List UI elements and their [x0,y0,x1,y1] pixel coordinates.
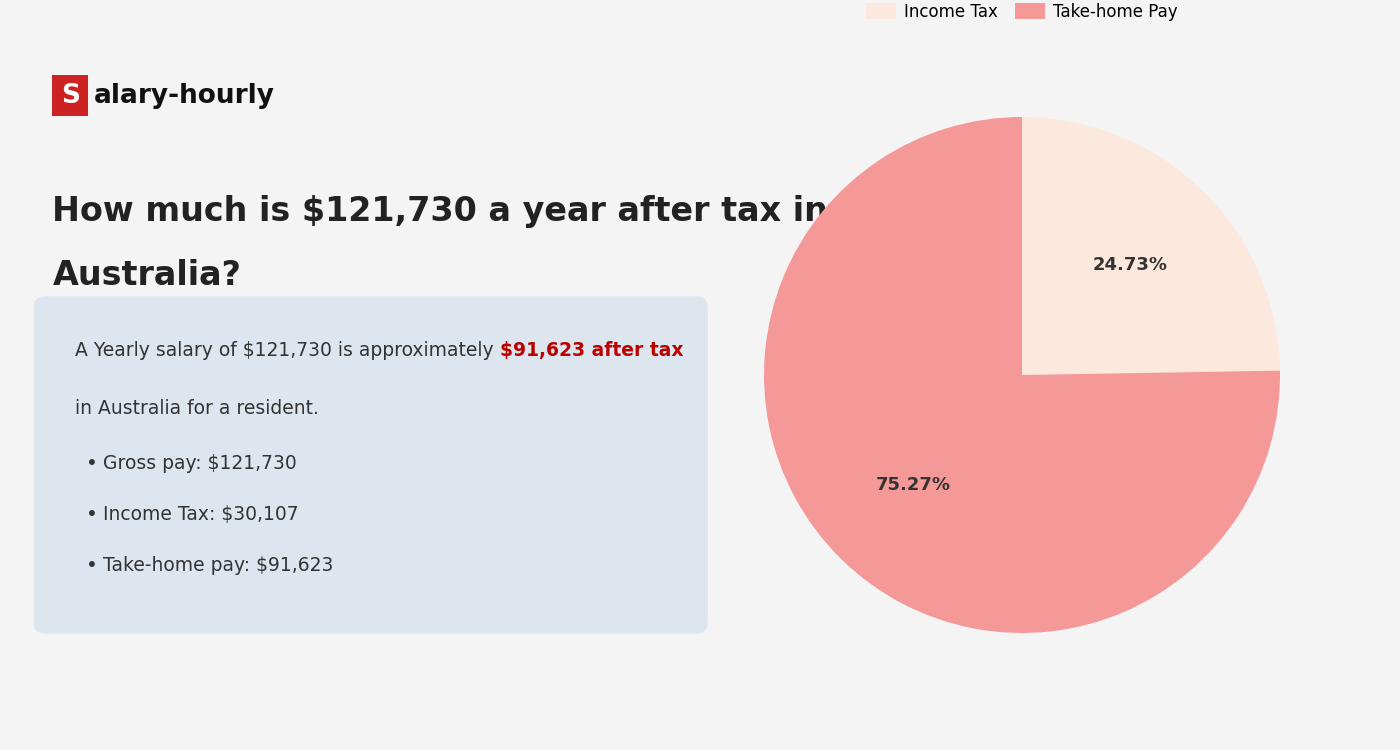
Wedge shape [1022,117,1280,375]
Text: •: • [87,454,98,472]
Legend: Income Tax, Take-home Pay: Income Tax, Take-home Pay [860,0,1184,28]
Text: S: S [62,82,80,109]
Text: Take-home pay: $91,623: Take-home pay: $91,623 [104,556,333,574]
Text: •: • [87,556,98,574]
Text: •: • [87,505,98,524]
Text: Income Tax: $30,107: Income Tax: $30,107 [104,505,300,524]
Wedge shape [764,117,1280,633]
Text: Australia?: Australia? [52,259,241,292]
Text: $91,623 after tax: $91,623 after tax [500,341,683,360]
Text: 24.73%: 24.73% [1093,256,1168,274]
Text: in Australia for a resident.: in Australia for a resident. [76,399,319,418]
Text: Gross pay: $121,730: Gross pay: $121,730 [104,454,297,472]
Text: A Yearly salary of $121,730 is approximately: A Yearly salary of $121,730 is approxima… [76,341,500,360]
Text: 75.27%: 75.27% [876,476,951,494]
Text: alary-hourly: alary-hourly [94,82,276,109]
FancyBboxPatch shape [52,75,88,116]
Text: How much is $121,730 a year after tax in: How much is $121,730 a year after tax in [52,195,829,228]
FancyBboxPatch shape [34,296,708,634]
